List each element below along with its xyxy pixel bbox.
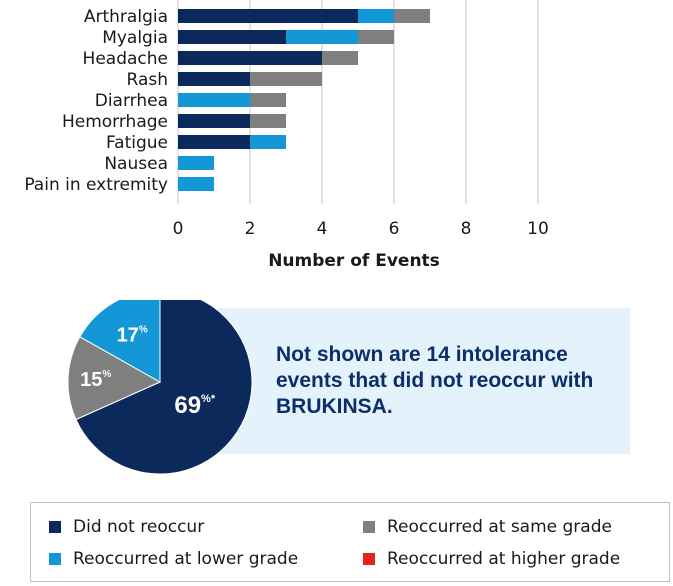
- legend: Did not reoccur Reoccurred at same grade…: [30, 502, 670, 582]
- category-label-hemorrhage: Hemorrhage: [62, 112, 168, 132]
- pie-label-reoccurred-at-lower-grade: 17%: [117, 324, 148, 346]
- bar-arthralgia-did-not-reoccur: [178, 9, 358, 23]
- legend-swatch: [49, 553, 61, 565]
- category-labels: ArthralgiaMyalgiaHeadacheRashDiarrheaHem…: [24, 7, 168, 195]
- bar-hemorrhage-did-not-reoccur: [178, 114, 250, 128]
- bar-myalgia-did-not-reoccur: [178, 30, 286, 44]
- legend-item-reoccurred-same-grade: Reoccurred at same grade: [363, 517, 612, 537]
- legend-swatch: [49, 521, 61, 533]
- bar-fatigue-reoccurred-at-lower-grade: [250, 135, 286, 149]
- pie-chart: 69%* 15% 17%: [67, 300, 253, 475]
- x-tick-label-4: 4: [317, 219, 328, 239]
- x-tick-label-8: 8: [461, 219, 472, 239]
- legend-label: Reoccurred at higher grade: [387, 549, 621, 569]
- bar-chart: ArthralgiaMyalgiaHeadacheRashDiarrheaHem…: [24, 0, 549, 271]
- category-label-myalgia: Myalgia: [102, 28, 168, 48]
- legend-swatch: [363, 553, 375, 565]
- legend-item-reoccurred-higher-grade: Reoccurred at higher grade: [363, 549, 620, 569]
- legend-label: Reoccurred at lower grade: [73, 549, 299, 569]
- legend-swatch: [363, 521, 375, 533]
- bar-myalgia-reoccurred-at-lower-grade: [286, 30, 358, 44]
- x-tick-label-0: 0: [173, 219, 184, 239]
- category-label-nausea: Nausea: [104, 154, 168, 174]
- bar-diarrhea-reoccurred-at-lower-grade: [178, 93, 250, 107]
- pie-label-did-not-reoccur: 69%*: [174, 392, 215, 419]
- legend-item-did-not-reoccur: Did not reoccur: [49, 517, 204, 537]
- pie-slice-reoccurred-at-same-grade: [67, 336, 162, 421]
- category-label-pain-in-extremity: Pain in extremity: [24, 175, 168, 195]
- legend-label: Did not reoccur: [73, 517, 205, 537]
- legend-item-reoccurred-lower-grade: Reoccurred at lower grade: [49, 549, 298, 569]
- category-label-headache: Headache: [83, 49, 168, 69]
- bar-rash-reoccurred-at-same-grade: [250, 72, 322, 86]
- note-text: Not shown are 14 intolerance events that…: [276, 343, 594, 418]
- category-label-arthralgia: Arthralgia: [84, 7, 168, 27]
- bar-hemorrhage-reoccurred-at-same-grade: [250, 114, 286, 128]
- x-tick-labels: 0 2 4 6 8 10: [173, 219, 549, 239]
- x-tick-label-6: 6: [389, 219, 400, 239]
- pie-slice-did-not-reoccur: [75, 300, 253, 475]
- legend-label: Reoccurred at same grade: [387, 517, 612, 537]
- category-label-fatigue: Fatigue: [106, 133, 168, 153]
- note-box: Not shown are 14 intolerance events that…: [218, 308, 630, 454]
- category-label-rash: Rash: [127, 70, 169, 90]
- bar-arthralgia-reoccurred-at-same-grade: [394, 9, 430, 23]
- bar-series: [178, 9, 430, 191]
- pie-label-reoccurred-at-same-grade: 15%: [80, 369, 111, 391]
- x-tick-label-2: 2: [245, 219, 256, 239]
- x-axis-title: Number of Events: [268, 251, 440, 271]
- bar-diarrhea-reoccurred-at-same-grade: [250, 93, 286, 107]
- category-label-diarrhea: Diarrhea: [95, 91, 168, 111]
- bar-nausea-reoccurred-at-lower-grade: [178, 156, 214, 170]
- bar-rash-did-not-reoccur: [178, 72, 250, 86]
- bar-arthralgia-reoccurred-at-lower-grade: [358, 9, 394, 23]
- bar-headache-reoccurred-at-same-grade: [322, 51, 358, 65]
- x-tick-label-10: 10: [527, 219, 549, 239]
- bar-fatigue-did-not-reoccur: [178, 135, 250, 149]
- bar-headache-did-not-reoccur: [178, 51, 322, 65]
- pie-slice-reoccurred-at-lower-grade: [79, 300, 161, 383]
- bar-pain-in-extremity-reoccurred-at-lower-grade: [178, 177, 214, 191]
- bar-myalgia-reoccurred-at-same-grade: [358, 30, 394, 44]
- pie-panel: Not shown are 14 intolerance events that…: [0, 300, 673, 490]
